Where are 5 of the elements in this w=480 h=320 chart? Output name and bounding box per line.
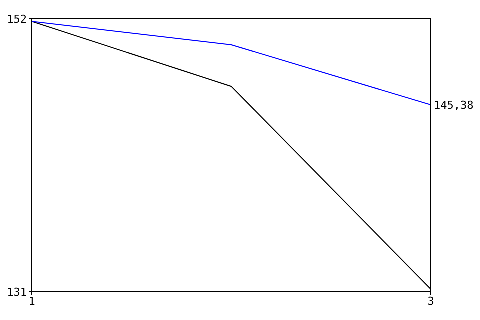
y-tick-label: 131 bbox=[7, 286, 27, 299]
y-tick-label: 152 bbox=[7, 12, 27, 26]
data-label: 145,38 bbox=[434, 99, 474, 112]
x-tick-label: 3 bbox=[428, 294, 434, 308]
x-tick-label: 1 bbox=[28, 294, 36, 308]
